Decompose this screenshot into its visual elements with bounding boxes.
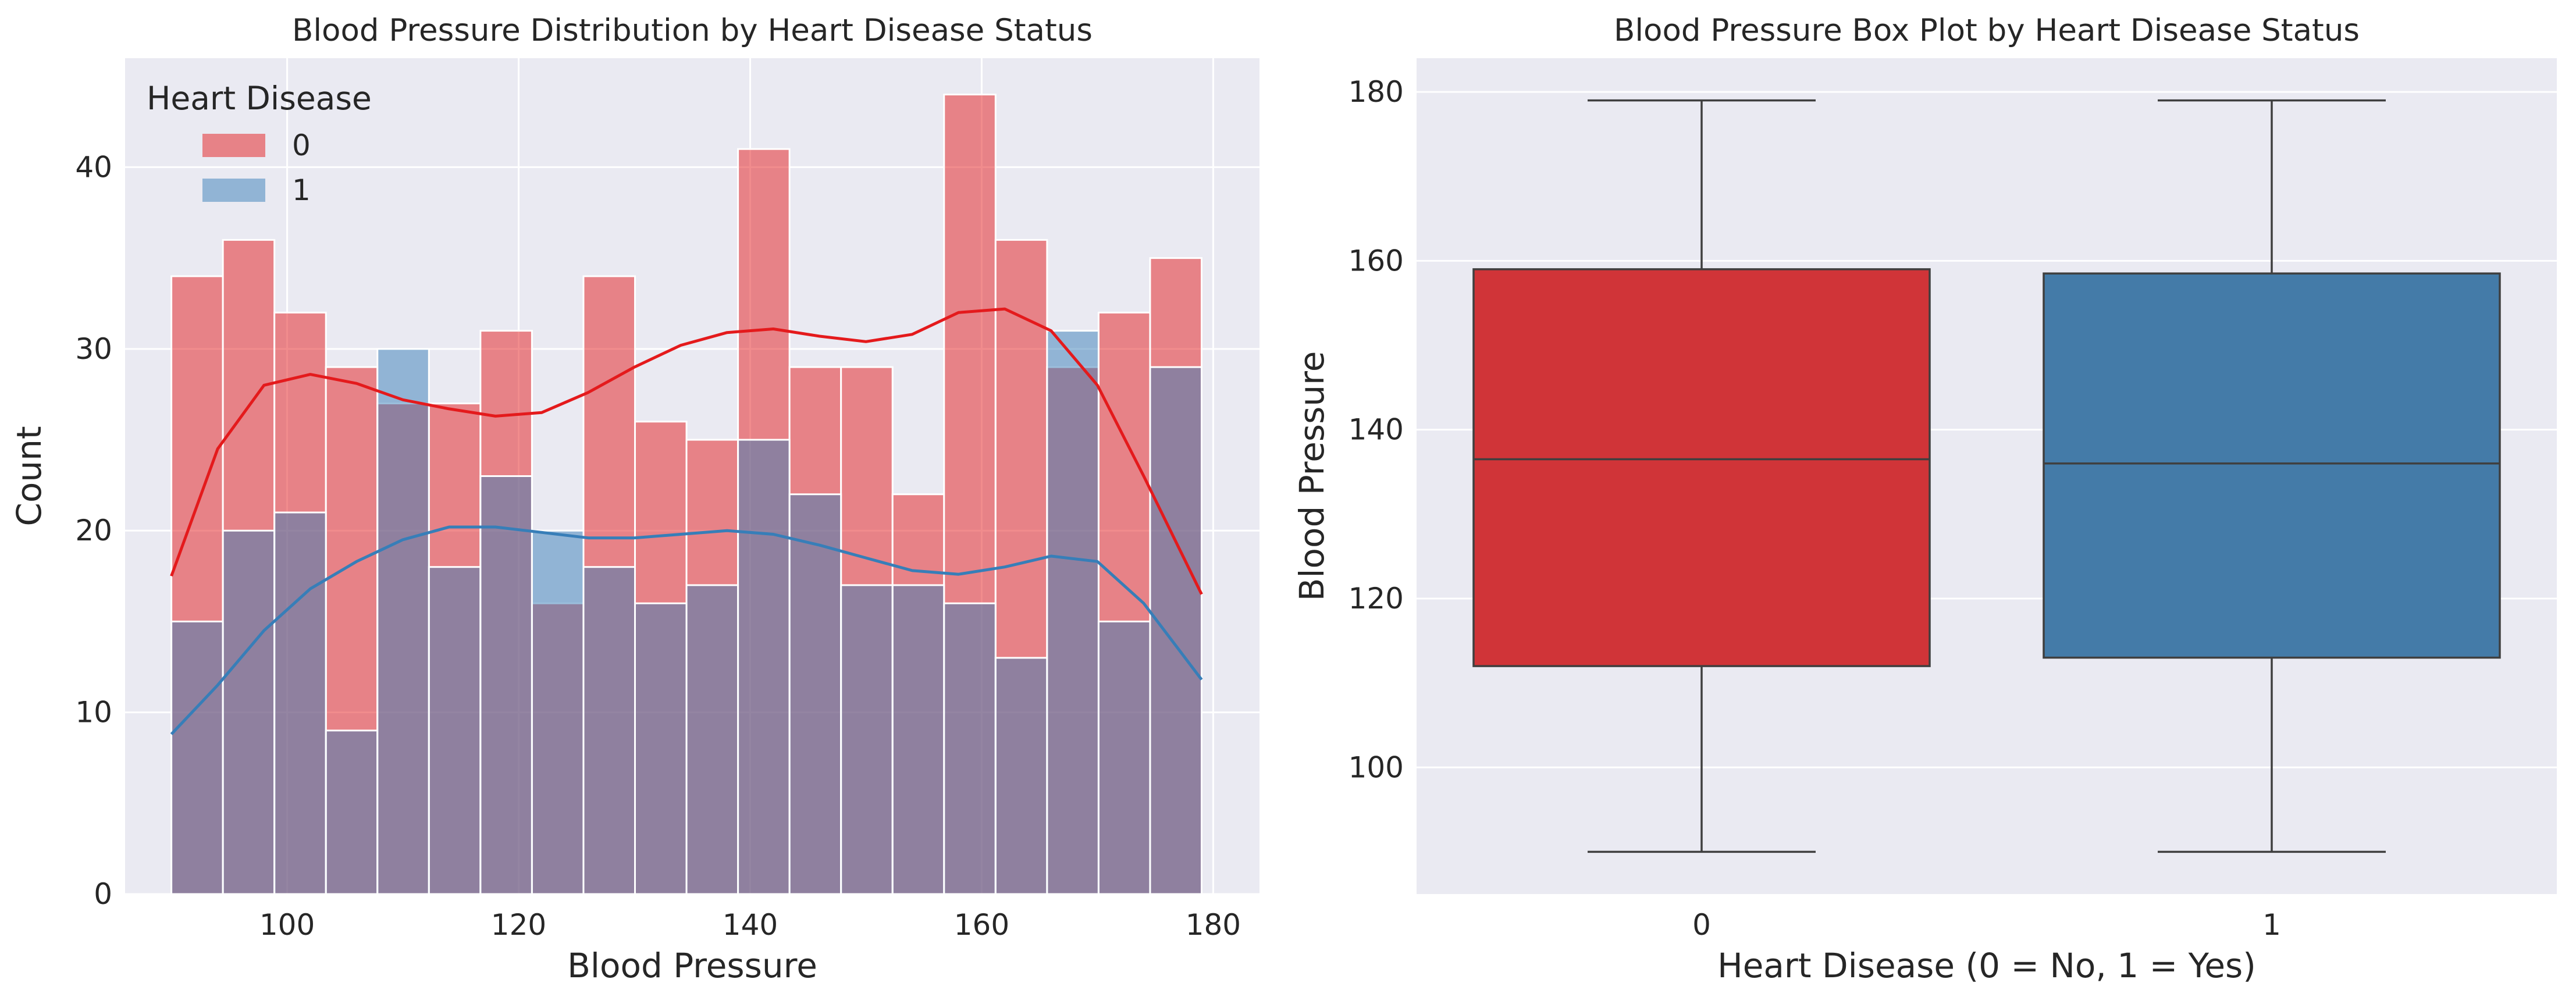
histogram-bar-series-1 [376, 348, 430, 895]
x-tick-label: 100 [259, 908, 315, 942]
histogram-y-ticks: 0 10 20 30 40 [75, 150, 112, 911]
histogram-bar-series-1 [891, 584, 945, 895]
kde-line-series-1 [170, 525, 1203, 735]
box-category-1 [2043, 99, 2501, 853]
histogram-bar-series-1 [994, 657, 1048, 895]
histogram-bar-series-1 [531, 529, 585, 895]
x-tick-label: 0 [1692, 908, 1711, 942]
histogram-bar-series-1 [840, 584, 894, 895]
legend-label-0: 0 [292, 129, 311, 162]
histogram-bar-series-1 [788, 493, 842, 895]
legend-swatch-0 [202, 134, 265, 157]
histogram-bar-series-1 [943, 602, 997, 895]
y-tick-label: 0 [94, 877, 112, 911]
histogram-bar-series-1 [170, 620, 224, 895]
x-tick-label: 120 [491, 908, 546, 942]
y-tick-label: 40 [75, 150, 112, 184]
legend-swatch-1 [202, 179, 265, 202]
histogram-x-axis-label: Blood Pressure [567, 946, 817, 985]
boxplot-y-axis-label: Blood Pressure [1292, 351, 1332, 601]
box-category-0 [1472, 99, 1931, 853]
histogram-bar-series-1 [325, 729, 379, 895]
histogram-bar-series-1 [1149, 366, 1203, 895]
x-tick-label: 1 [2262, 908, 2281, 942]
y-tick-label: 10 [75, 696, 112, 729]
kde-line-series-0 [170, 307, 1203, 595]
x-tick-label: 140 [723, 908, 778, 942]
histogram-bar-series-1 [428, 566, 482, 895]
histogram-bars [170, 93, 1203, 895]
histogram-bar-series-1 [685, 584, 739, 895]
y-tick-label: 100 [1349, 750, 1404, 784]
y-tick-label: 20 [75, 514, 112, 547]
y-tick-label: 120 [1349, 582, 1404, 615]
histogram-bar-series-1 [479, 475, 533, 895]
histogram-bar-series-1 [634, 602, 688, 895]
boxplot-boxes [1472, 99, 2501, 853]
histogram-bar-series-1 [273, 511, 327, 895]
y-tick-label: 30 [75, 332, 112, 366]
legend-title: Heart Disease [147, 80, 372, 117]
histogram-legend: Heart Disease 0 1 [147, 80, 372, 207]
histogram-bar-series-1 [222, 529, 276, 895]
y-tick-label: 140 [1349, 413, 1404, 447]
x-tick-label: 180 [1186, 908, 1241, 942]
histogram-bar-series-1 [582, 566, 636, 895]
histogram-bar-series-1 [1046, 330, 1100, 895]
histogram-kde-lines [170, 307, 1203, 735]
histogram-y-axis-label: Count [9, 426, 49, 526]
iqr-box [1472, 268, 1931, 667]
y-tick-label: 160 [1349, 244, 1404, 277]
histogram-bar-series-1 [1097, 620, 1151, 895]
boxplot-title: Blood Pressure Box Plot by Heart Disease… [1614, 13, 2360, 48]
x-tick-label: 160 [954, 908, 1009, 942]
histogram-bar-series-1 [737, 439, 791, 895]
boxplot-x-axis-label: Heart Disease (0 = No, 1 = Yes) [1717, 946, 2256, 985]
boxplot-y-ticks: 100 120 140 160 180 [1349, 75, 1404, 784]
histogram-x-ticks: 100 120 140 160 180 [259, 908, 1241, 942]
y-tick-label: 180 [1349, 75, 1404, 109]
iqr-box [2043, 272, 2501, 659]
histogram-title: Blood Pressure Distribution by Heart Dis… [292, 13, 1093, 48]
legend-label-1: 1 [292, 173, 311, 207]
